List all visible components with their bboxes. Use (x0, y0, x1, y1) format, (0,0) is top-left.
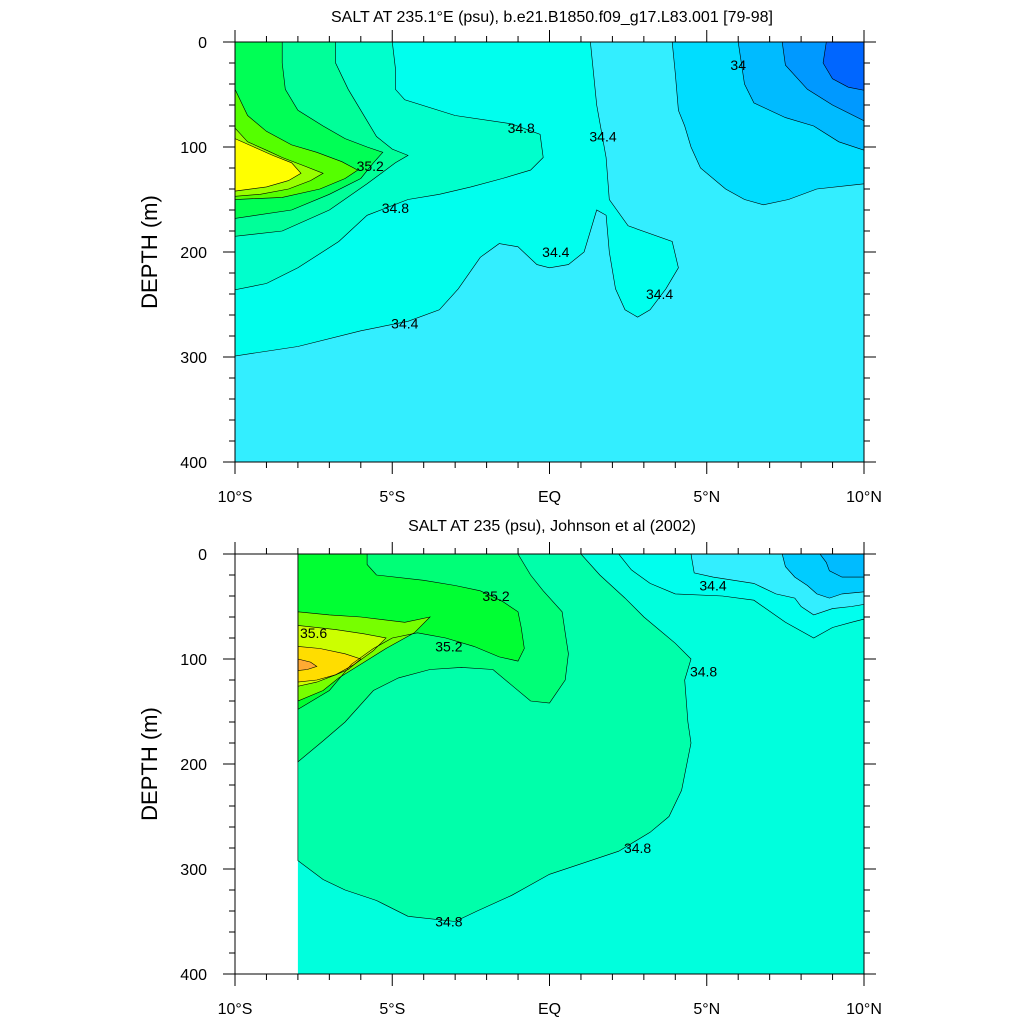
y-tick-label: 300 (180, 862, 207, 879)
contour-labels-bottom: 35.2 34.4 35.6 35.2 34.8 34.8 34.8 (300, 578, 727, 930)
contour-labels-top: 34 34.4 34.8 35.2 34.8 34.4 34.4 34.4 (357, 57, 747, 331)
title-bottom: SALT AT 235 (psu), Johnson et al (2002) (408, 518, 696, 535)
x-tick-label: EQ (538, 489, 561, 506)
contour-label: 35.6 (300, 625, 327, 641)
contour-line-35.2-35.4 (297, 553, 525, 710)
axis-ticks-bottom: 10°S 5°S EQ 5°N 10°N 0 100 200 300 400 (180, 542, 882, 1018)
panel-top: SALT AT 235.1°E (psu), b.e21.B1850.f09_g… (137, 9, 882, 506)
contour-label: 35.2 (482, 588, 509, 604)
contour-label: 34.4 (589, 129, 616, 145)
contour-line-35.2-35.4 (234, 89, 359, 200)
contour-line-35.0-35.2 (297, 553, 569, 763)
contour-label: 34.8 (508, 120, 535, 136)
ylabel-top: DEPTH (m) (137, 195, 162, 309)
contour-label: 34 (730, 57, 746, 73)
contour-region-35.8-36.0 (297, 646, 361, 683)
contour-region-33.4-33.6 (823, 42, 864, 91)
x-tick-label: 5°N (693, 1001, 720, 1018)
contour-label: 34.4 (542, 244, 569, 260)
y-tick-label: 0 (198, 547, 207, 564)
contour-region-36.0-36.2 (297, 659, 317, 671)
contour-label: 34.8 (382, 200, 409, 216)
x-tick-label: EQ (538, 1001, 561, 1018)
title-top: SALT AT 235.1°E (psu), b.e21.B1850.f09_g… (331, 9, 773, 26)
contour-line-33.8-34.0 (737, 41, 865, 151)
x-tick-label: 5°S (379, 489, 405, 506)
contour-label: 34.8 (435, 914, 462, 930)
contour-label: 34.8 (690, 664, 717, 680)
axis-ticks-top: 10°S 5°S EQ 5°N 10°N 0 100 200 300 400 (180, 30, 882, 506)
y-tick-label: 100 (180, 652, 207, 669)
contour-line-35.0-35.2 (234, 41, 384, 219)
contour-line-34.8-35.0 (234, 41, 409, 237)
contour-label: 34.4 (646, 286, 673, 302)
contour-label: 34.4 (699, 578, 726, 594)
y-tick-label: 400 (180, 455, 207, 472)
contour-line-36.0-36.2 (297, 658, 318, 671)
y-tick-label: 100 (180, 140, 207, 157)
contour-line-35.8-36.0 (297, 646, 362, 683)
contour-line-34.8-35.0 (297, 553, 692, 922)
x-tick-label: 5°N (693, 489, 720, 506)
x-tick-label: 10°S (218, 489, 253, 506)
contour-label: 35.2 (357, 158, 384, 174)
x-tick-label: 5°S (379, 1001, 405, 1018)
x-tick-label: 10°S (218, 1001, 253, 1018)
contour-line-34.4-34.6 (618, 553, 865, 639)
contour-line-34.0-34.2 (781, 553, 865, 599)
y-tick-label: 200 (180, 757, 207, 774)
panel-bottom: SALT AT 235 (psu), Johnson et al (2002) … (137, 518, 882, 1018)
contour-line-35.4-35.6 (234, 127, 324, 197)
contour-label: 34.4 (391, 315, 418, 331)
contour-line-34.0-34.2 (671, 41, 865, 206)
contour-fills-top (235, 42, 864, 462)
contour-label: 34.8 (624, 840, 651, 856)
y-tick-label: 200 (180, 245, 207, 262)
ylabel-bottom: DEPTH (m) (137, 707, 162, 821)
contour-fills-bottom (297, 554, 864, 974)
contour-label: 35.2 (435, 638, 462, 654)
contour-line-35.4-35.6 (297, 611, 431, 702)
contour-line-35.6-35.8 (297, 625, 387, 687)
y-tick-label: 400 (180, 967, 207, 984)
x-tick-label: 10°N (846, 489, 882, 506)
y-tick-label: 0 (198, 35, 207, 52)
y-tick-label: 300 (180, 350, 207, 367)
contour-line-34.4-34.6 (234, 41, 679, 357)
contour-line-34.6-34.8 (234, 41, 544, 291)
contour-region-35.6-35.8 (235, 138, 301, 192)
contour-line-35.6-35.8 (234, 138, 302, 192)
contour-line-34.2-34.4 (690, 553, 865, 616)
x-tick-label: 10°N (846, 1001, 882, 1018)
contour-lines-bottom (297, 553, 865, 922)
